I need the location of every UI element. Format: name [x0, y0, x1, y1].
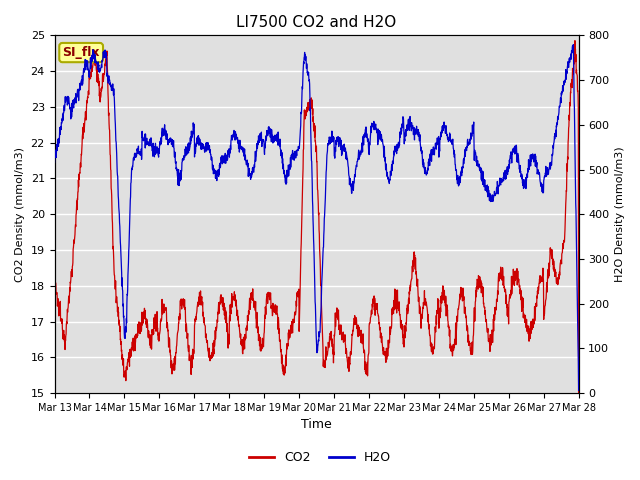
Title: LI7500 CO2 and H2O: LI7500 CO2 and H2O: [236, 15, 397, 30]
X-axis label: Time: Time: [301, 419, 332, 432]
Y-axis label: H2O Density (mmol/m3): H2O Density (mmol/m3): [615, 146, 625, 282]
Text: SI_flx: SI_flx: [62, 46, 100, 59]
Legend: CO2, H2O: CO2, H2O: [244, 446, 396, 469]
Y-axis label: CO2 Density (mmol/m3): CO2 Density (mmol/m3): [15, 147, 25, 282]
